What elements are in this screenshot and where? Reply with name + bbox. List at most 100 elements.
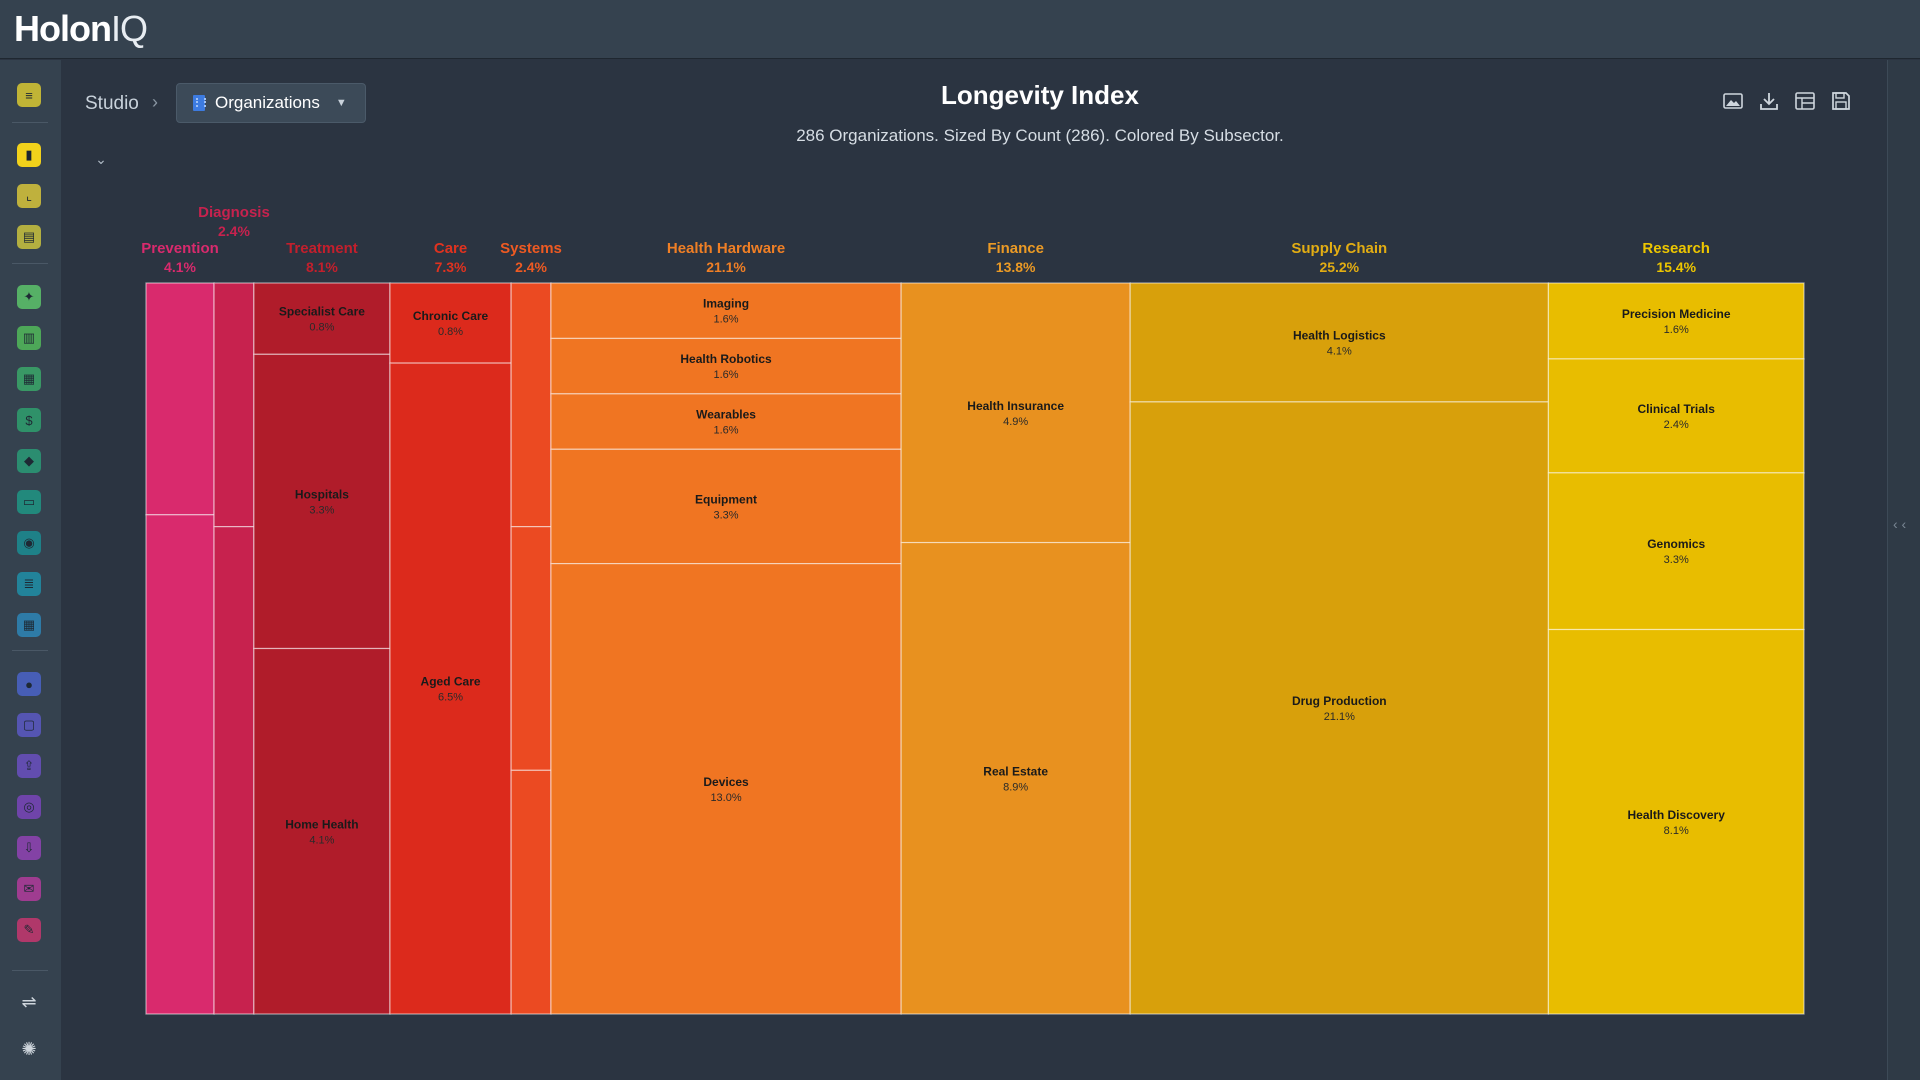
mail-icon[interactable]: ✉	[17, 877, 41, 901]
list-icon[interactable]: ≡	[17, 83, 41, 107]
treemap-cell-label: Imaging	[703, 297, 749, 311]
sector-care: Chronic Care 0.8% Aged Care 6.5%	[389, 282, 512, 1015]
top-bar: HolonIQ	[0, 0, 1920, 59]
person-icon[interactable]: ◉	[17, 531, 41, 555]
treemap-cell-label: Health Discovery	[1628, 808, 1726, 822]
sector-percent: 2.4%	[515, 259, 547, 275]
sector-label: Health Hardware	[667, 240, 785, 257]
sector-label: Research	[1642, 240, 1710, 257]
building-icon	[193, 95, 206, 111]
database-icon[interactable]: ≣	[17, 572, 41, 596]
treemap-cell[interactable]	[253, 353, 391, 650]
chevron-down-icon[interactable]: ⌄	[95, 150, 107, 167]
sector-label: Prevention	[141, 240, 219, 257]
treemap-cell[interactable]	[1129, 282, 1550, 403]
toolbar	[1722, 90, 1852, 112]
save-icon[interactable]	[1830, 90, 1852, 112]
treemap-cell[interactable]	[900, 282, 1131, 544]
holon-iq-logo[interactable]: HolonIQ	[14, 8, 148, 50]
sector-percent: 15.4%	[1656, 259, 1696, 275]
chart-icon[interactable]: ▮	[17, 143, 41, 167]
organizations-dropdown[interactable]: Organizations ▼	[176, 83, 366, 123]
expand-panel-icon[interactable]: ‹ ‹	[1893, 516, 1907, 532]
treemap-cell-label: Specialist Care	[279, 305, 365, 319]
sector-percent: 7.3%	[435, 259, 467, 275]
treemap-cell[interactable]	[1547, 358, 1805, 474]
treemap-cell-label: Precision Medicine	[1622, 307, 1731, 321]
upload-icon[interactable]: ⇪	[17, 754, 41, 778]
sidebar-divider	[12, 970, 48, 971]
sector-percent: 13.8%	[996, 259, 1036, 275]
organizations-dropdown-label: Organizations	[215, 93, 320, 112]
users-icon[interactable]: ◎	[17, 795, 41, 819]
sector-percent: 2.4%	[218, 223, 250, 239]
treemap-cell[interactable]	[1547, 628, 1805, 1015]
table-view-icon[interactable]	[1794, 90, 1816, 112]
sector-label: Supply Chain	[1291, 240, 1387, 257]
treemap-cell-label: Aged Care	[421, 675, 481, 689]
treemap-cell[interactable]	[389, 362, 512, 1015]
sector-prevention	[145, 282, 215, 1015]
treemap-cell[interactable]	[145, 282, 215, 516]
edit-icon[interactable]: ✎	[17, 918, 41, 942]
treemap-cell[interactable]	[550, 393, 902, 450]
treemap-cell[interactable]	[510, 526, 552, 771]
treemap-cell[interactable]	[253, 647, 391, 1015]
logo-text: Holon	[14, 8, 112, 49]
treemap-cell[interactable]	[213, 526, 255, 1015]
treemap-cell[interactable]	[253, 282, 391, 355]
treemap-cell[interactable]	[213, 282, 255, 528]
breadcrumb-studio[interactable]: Studio	[85, 93, 139, 114]
treemap-cell[interactable]	[550, 448, 902, 565]
treemap-cell[interactable]	[900, 541, 1131, 1015]
treemap-cell[interactable]	[510, 282, 552, 528]
treemap-cell-value: 1.6%	[714, 314, 739, 326]
treemap-cell[interactable]	[145, 514, 215, 1015]
treemap-cell-value: 6.5%	[438, 692, 463, 704]
download-icon[interactable]: ⇩	[17, 836, 41, 860]
handshake-icon[interactable]: ◆	[17, 449, 41, 473]
treemap-cell-label: Equipment	[695, 492, 757, 506]
sector-health-hardware: Imaging 1.6% Health Robotics 1.6% Wearables 1…	[550, 282, 902, 1015]
building-icon[interactable]: ▥	[17, 326, 41, 350]
treemap-cell-label: Health Insurance	[967, 399, 1064, 413]
sector-label: Care	[434, 240, 467, 257]
treemap-cell-label: Hospitals	[295, 487, 349, 501]
treemap-cell[interactable]	[1129, 401, 1550, 1015]
download-icon[interactable]	[1758, 90, 1780, 112]
id-card-icon[interactable]: ▭	[17, 490, 41, 514]
treemap-cell[interactable]	[550, 282, 902, 340]
sector-research: Precision Medicine 1.6% Clinical Trials 2.4…	[1547, 282, 1805, 1015]
treemap-cell-value: 3.3%	[309, 504, 334, 516]
treemap-cell[interactable]	[550, 563, 902, 1015]
treemap-cell[interactable]	[510, 769, 552, 1015]
sector-label: Finance	[987, 240, 1044, 257]
treemap-cell-value: 1.6%	[714, 369, 739, 381]
treemap-cell-label: Drug Production	[1292, 694, 1387, 708]
sidebar-divider	[12, 122, 48, 123]
document-icon[interactable]: ▤	[17, 225, 41, 249]
chevron-right-icon: ›	[152, 92, 158, 112]
treemap-cell-value: 8.9%	[1003, 781, 1028, 793]
line-chart-icon[interactable]: ⌞	[17, 184, 41, 208]
sparkle-icon[interactable]: ✦	[17, 285, 41, 309]
treemap-cell-value: 4.1%	[1327, 345, 1352, 357]
treemap-cell-label: Devices	[703, 775, 749, 789]
right-panel-rail[interactable]	[1887, 60, 1920, 1080]
settings-icon[interactable]: ✺	[21, 1038, 37, 1059]
calendar-icon[interactable]: ▦	[17, 613, 41, 637]
treemap-cell-value: 4.9%	[1003, 416, 1028, 428]
layout-icon[interactable]: ⇌	[21, 991, 37, 1012]
dollar-icon[interactable]: $	[17, 408, 41, 432]
clipboard-icon[interactable]: ▢	[17, 713, 41, 737]
table-icon[interactable]: ▦	[17, 367, 41, 391]
page-title: Longevity Index	[941, 80, 1139, 110]
treemap-cell-label: Real Estate	[983, 764, 1048, 778]
treemap-cell-label: Chronic Care	[413, 309, 489, 323]
sector-systems	[510, 282, 552, 1015]
treemap-cell-label: Genomics	[1647, 537, 1705, 551]
treemap-cell[interactable]	[1547, 472, 1805, 631]
globe-icon[interactable]: ●	[17, 672, 41, 696]
sector-percent: 21.1%	[706, 259, 746, 275]
image-export-icon[interactable]	[1722, 90, 1744, 112]
